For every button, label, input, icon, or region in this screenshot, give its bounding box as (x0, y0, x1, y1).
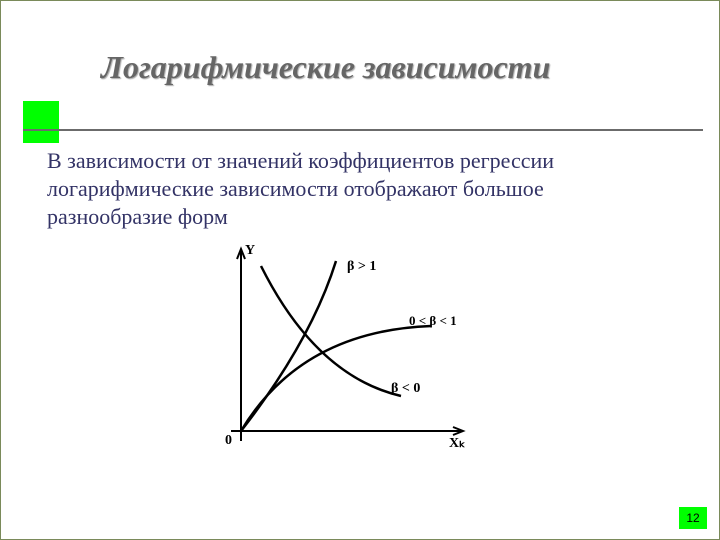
y-axis-label: Y (245, 243, 255, 259)
accent-block (23, 101, 59, 143)
title-wrap: Логарифмические зависимости (101, 49, 550, 86)
slide: Логарифмические зависимости В зависимост… (0, 0, 720, 540)
page-number-box: 12 (679, 507, 707, 529)
label-beta-0-1: 0 < β < 1 (409, 313, 457, 329)
label-beta-lt-0: β < 0 (391, 381, 420, 397)
body-paragraph: В зависимости от значений коэффициентов … (47, 147, 667, 231)
x-axis-label: Xₖ (449, 435, 465, 452)
label-beta-gt-1: β > 1 (347, 259, 376, 275)
page-number: 12 (686, 511, 699, 525)
curve-beta-0-1 (241, 326, 431, 431)
horizontal-rule (23, 129, 703, 131)
origin-label: 0 (225, 433, 232, 449)
curve-beta-gt-1 (241, 261, 336, 431)
chart-figure: Y 0 Xₖ β > 1 0 < β < 1 β < 0 (201, 241, 501, 471)
page-title: Логарифмические зависимости (101, 49, 550, 86)
title-rule (1, 115, 720, 143)
